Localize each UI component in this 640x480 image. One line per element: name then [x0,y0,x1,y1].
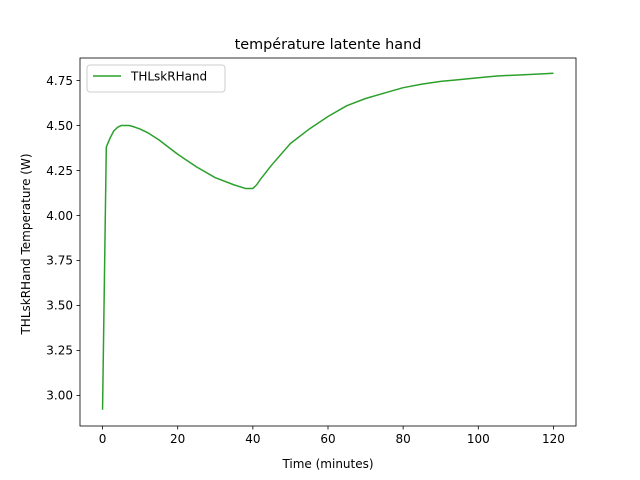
x-tick-label: 20 [170,432,185,446]
x-tick-label: 60 [320,432,335,446]
x-axis-label: Time (minutes) [281,457,373,471]
legend-label: THLskRHand [130,70,207,84]
plot-area: 0 20 40 60 80 100 120 3.00 3.25 3.50 3.75 4.00 4.25 4… [46,57,577,446]
y-tick-label: 3.25 [46,344,73,358]
legend-box [86,64,226,93]
y-tick-label: 4.25 [46,164,73,178]
y-tick-label: 4.50 [46,119,73,133]
series-line-0 [101,72,554,410]
x-tick-label: 100 [467,432,490,446]
x-tick-label: 0 [99,432,107,446]
y-tick-label: 3.75 [46,254,73,268]
legend: THLskRHand [86,64,226,93]
y-tick-label: 4.75 [46,74,73,88]
x-tick-label: 40 [245,432,260,446]
y-tick-label: 3.50 [46,299,73,313]
x-tick-label: 80 [396,432,411,446]
y-tick-label: 3.00 [46,389,73,403]
chart-title: température latente hand [235,37,422,53]
y-axis-label: THLskRHand Temperature (W) [19,153,33,335]
x-tick-label: 120 [542,432,565,446]
y-tick-label: 4.00 [46,209,73,223]
